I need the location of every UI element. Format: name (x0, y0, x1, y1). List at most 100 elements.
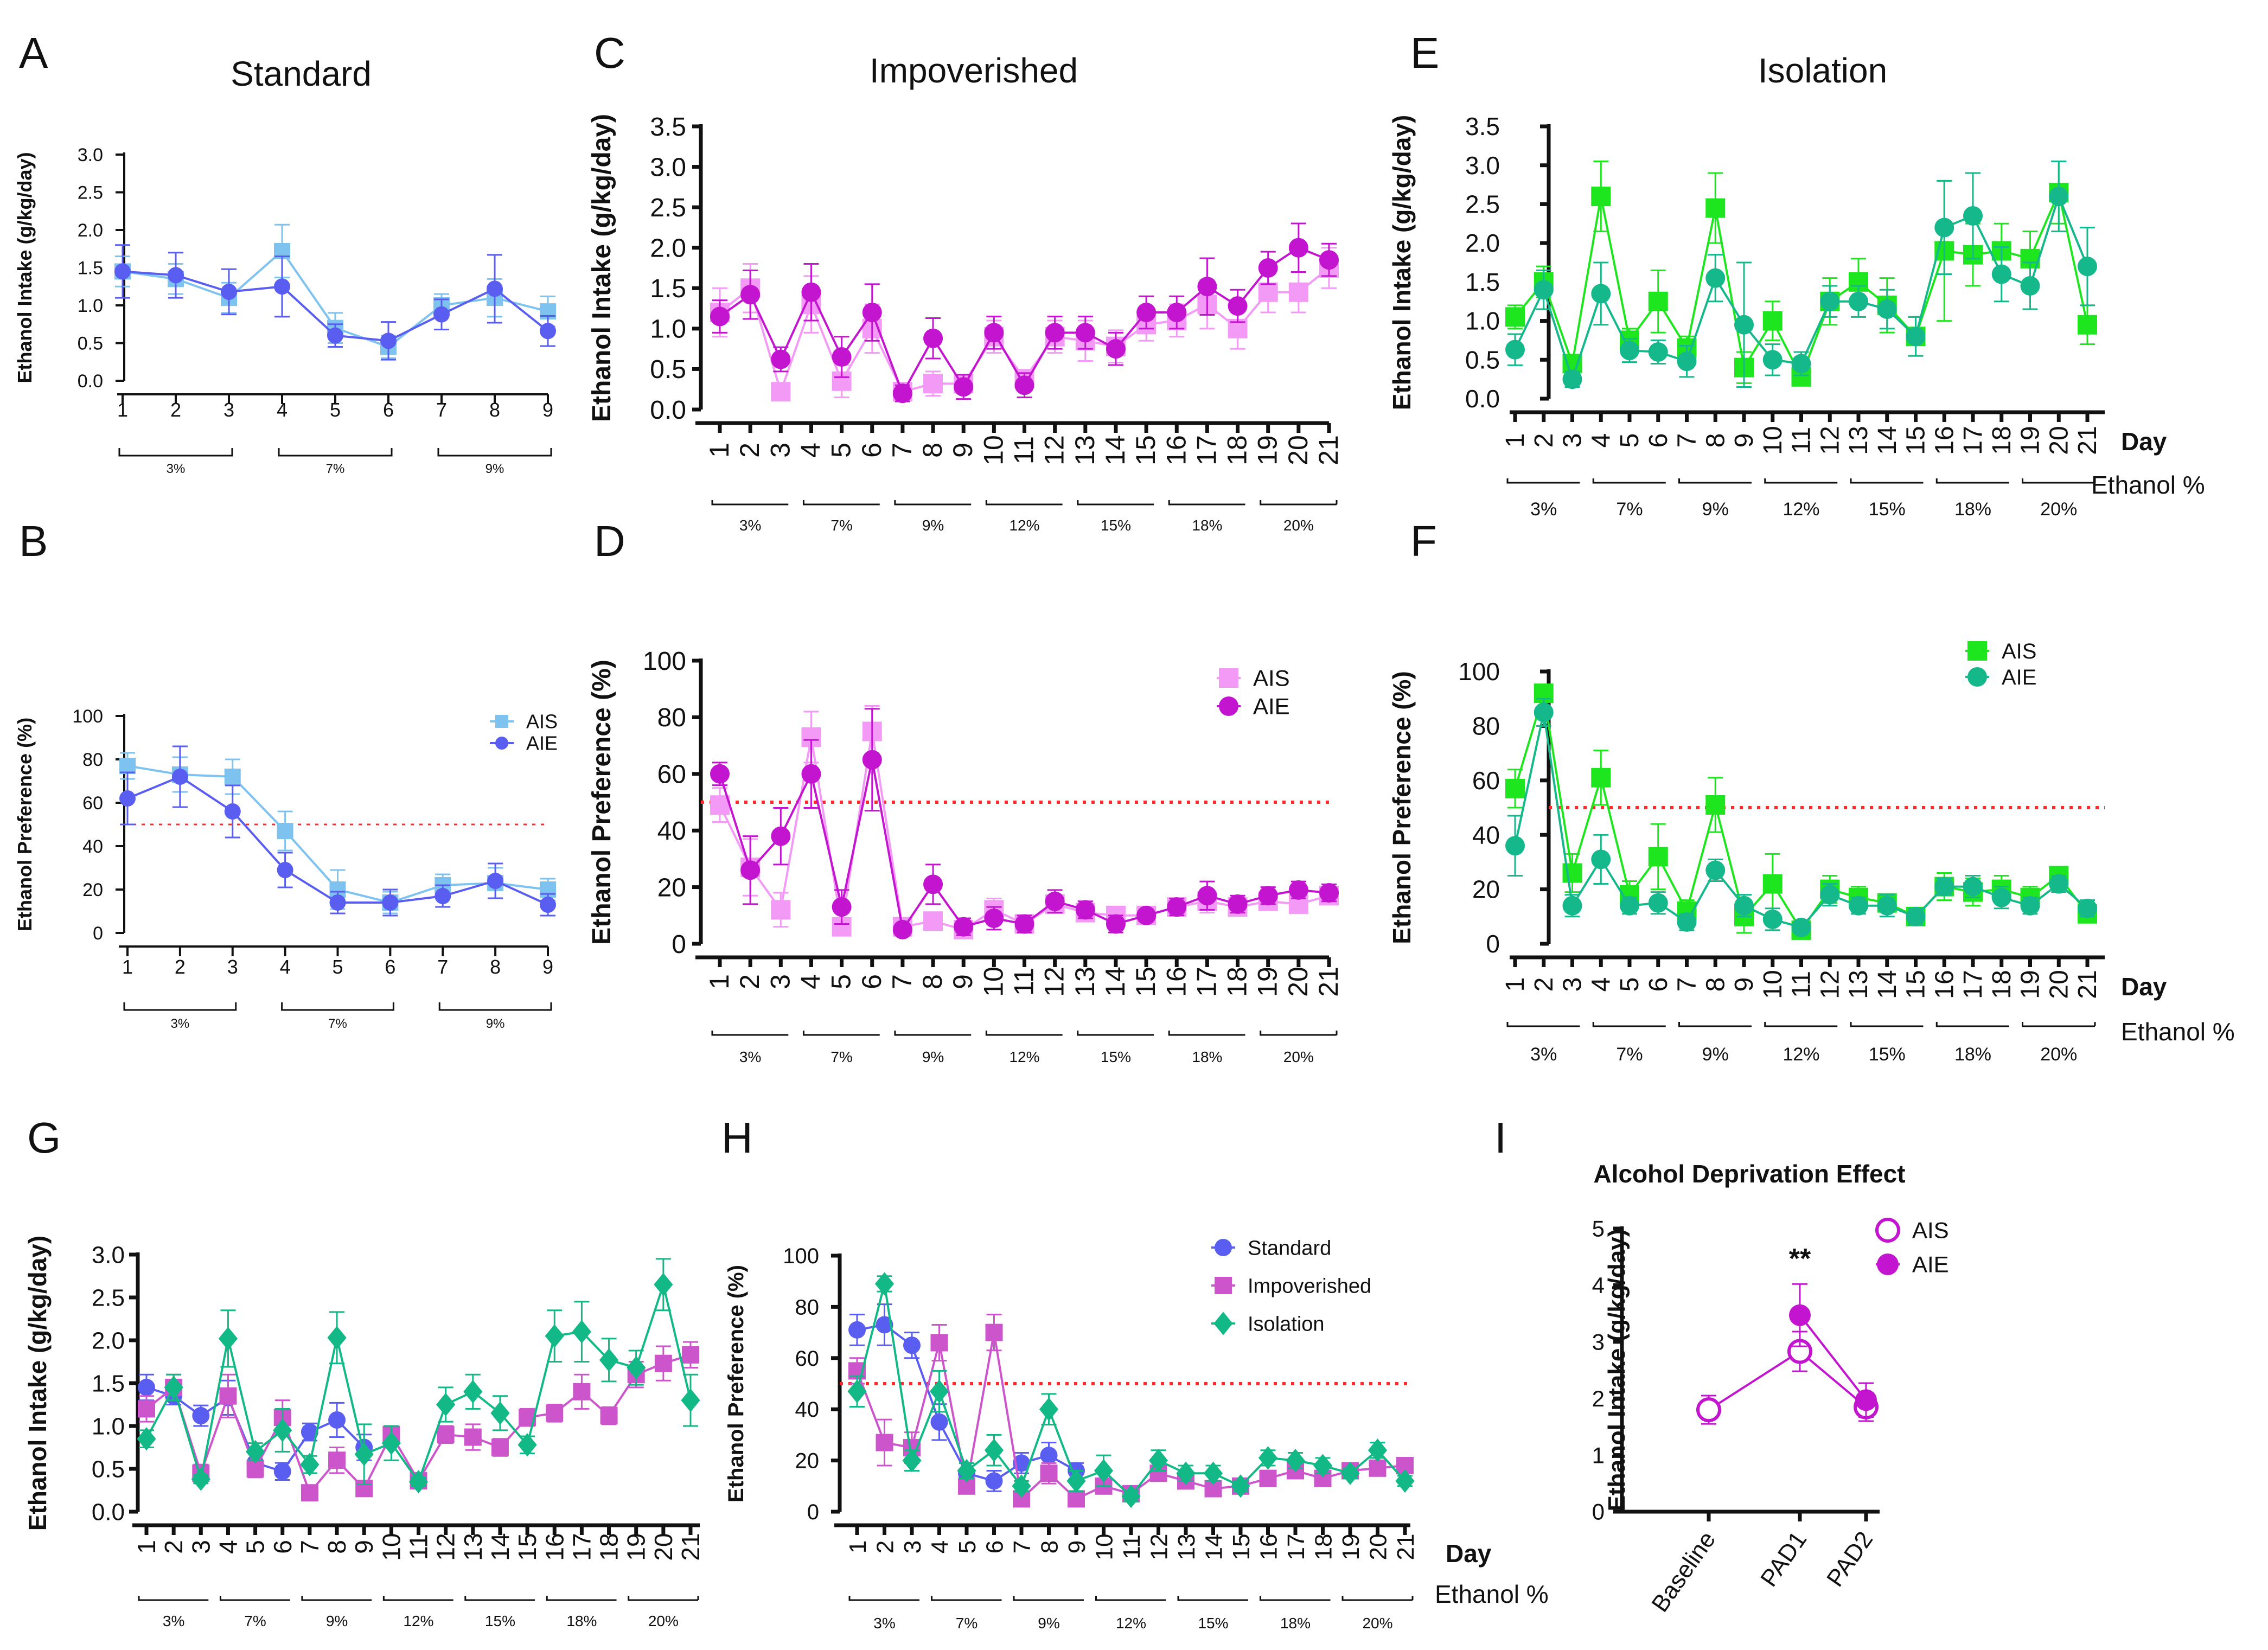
data-point (382, 894, 399, 911)
y-axis-label: Ethanol Intake (g/kg/day) (14, 152, 36, 383)
y-tick-label: 0.5 (92, 1456, 125, 1482)
x-tick-label: 5 (1615, 433, 1644, 448)
x-tick-label: 21 (676, 1533, 705, 1561)
x-tick-label: 2 (734, 443, 765, 458)
y-tick-label: 3.0 (78, 145, 103, 165)
x-tick-label: 4 (1587, 977, 1615, 992)
data-point (1167, 897, 1187, 917)
legend-label: AIE (2002, 666, 2036, 689)
x-tick-label: 15 (1228, 1534, 1255, 1561)
y-tick-label: 0.0 (650, 396, 686, 425)
y-tick-label: 0 (1592, 1499, 1605, 1525)
data-point (1505, 836, 1525, 856)
y-tick-label: 60 (657, 760, 686, 789)
concentration-label: 18% (1954, 499, 1991, 520)
legend-label: AIE (1253, 694, 1290, 719)
concentration-bracket (711, 500, 789, 506)
panel-letter: B (19, 517, 48, 565)
data-point (985, 1323, 1003, 1341)
y-tick-label: 2.0 (1465, 229, 1500, 257)
data-point (1963, 206, 1983, 226)
x-tick-label: 7 (1673, 433, 1702, 448)
x-tick-label: 3 (765, 443, 795, 458)
data-point (1259, 1469, 1277, 1487)
data-point (710, 306, 730, 327)
concentration-bracket (118, 448, 233, 457)
data-point (518, 1433, 537, 1457)
data-point (464, 1428, 482, 1446)
concentration-bracket (1077, 1031, 1154, 1036)
concentration-bracket (1506, 478, 1580, 484)
data-point (654, 1272, 673, 1296)
x-tick-label: 18 (1222, 435, 1253, 465)
x-tick-label: 20 (2045, 426, 2073, 455)
concentration-bracket (1850, 478, 1924, 484)
concentration-bracket (931, 1596, 1002, 1601)
data-point (1094, 1459, 1114, 1483)
data-point (600, 1407, 618, 1425)
data-point (274, 278, 290, 295)
concentration-bracket (848, 1596, 919, 1601)
data-point (1197, 277, 1217, 297)
legend-label: Impoverished (1248, 1275, 1371, 1297)
x-tick-label: 16 (1161, 967, 1191, 997)
x-tick-label: 10 (1091, 1534, 1118, 1561)
data-point (546, 1404, 564, 1422)
data-point (954, 917, 974, 937)
legend: Standard Impoverished Isolation (1211, 1237, 1371, 1335)
concentration-label: 3% (163, 1613, 184, 1629)
data-point (1368, 1438, 1388, 1462)
x-tick-label: 6 (383, 399, 394, 421)
legend-item-aie: AIE (1876, 1252, 1949, 1277)
y-tick-label: 2.5 (78, 182, 103, 203)
legend-item-aie: AIE (1965, 666, 2036, 689)
x-tick-label: 1 (122, 956, 133, 978)
x-tick-label: 1 (1501, 977, 1530, 992)
data-point (801, 764, 821, 784)
data-point (1340, 1461, 1360, 1485)
data-point (599, 1348, 619, 1372)
y-tick-label: 3 (1592, 1329, 1605, 1355)
x-tick-label: 14 (486, 1533, 514, 1561)
x-tick-label: 15 (1902, 426, 1931, 455)
y-tick-label: 20 (795, 1449, 820, 1473)
concentration-label: 9% (485, 462, 504, 476)
concentration-label: 18% (566, 1613, 597, 1629)
data-point (1039, 1397, 1059, 1421)
legend-marker (1215, 1239, 1232, 1256)
legend-marker (1213, 1312, 1233, 1335)
data-point (1791, 917, 1811, 937)
data-point (847, 1379, 867, 1403)
legend: AIS AIE (1217, 666, 1290, 719)
x-tick-label: 12 (1816, 970, 1844, 999)
x-tick-label: 4 (795, 974, 826, 989)
legend-label: AIE (1912, 1252, 1949, 1277)
panel-b: B 0 20 40 60 80 100 Ethanol Preference (%) 1 2 3 4 5… (14, 517, 558, 1031)
x-tick-label: 12 (1039, 435, 1070, 465)
legend-item-aie: AIE (1217, 694, 1290, 719)
data-point (329, 894, 346, 911)
y-tick-label: 2.5 (92, 1284, 125, 1311)
data-point (381, 1431, 401, 1455)
concentration-label: 20% (2040, 499, 2077, 520)
x-tick-label: 11 (1787, 971, 1816, 998)
data-point (1906, 327, 1926, 347)
x-tick-label: 12 (1816, 426, 1844, 455)
data-point (1228, 894, 1248, 914)
x-tick-label: 8 (490, 956, 501, 978)
data-point (224, 803, 241, 820)
data-point (654, 1354, 672, 1372)
concentration-bracket (711, 1031, 789, 1036)
concentration-label: 18% (1280, 1615, 1311, 1632)
data-point (572, 1320, 591, 1344)
concentration-label: 20% (2040, 1044, 2077, 1065)
y-tick-label: 1.5 (650, 274, 686, 303)
y-tick-label: 100 (1458, 657, 1500, 686)
x-axis-label: Day (2121, 427, 2167, 456)
data-point (246, 1440, 265, 1463)
data-point (1534, 702, 1554, 722)
x-axis-label: Day (1446, 1539, 1492, 1568)
x-tick-label: 7 (1673, 977, 1702, 992)
x-tick-label: 8 (1701, 977, 1730, 992)
